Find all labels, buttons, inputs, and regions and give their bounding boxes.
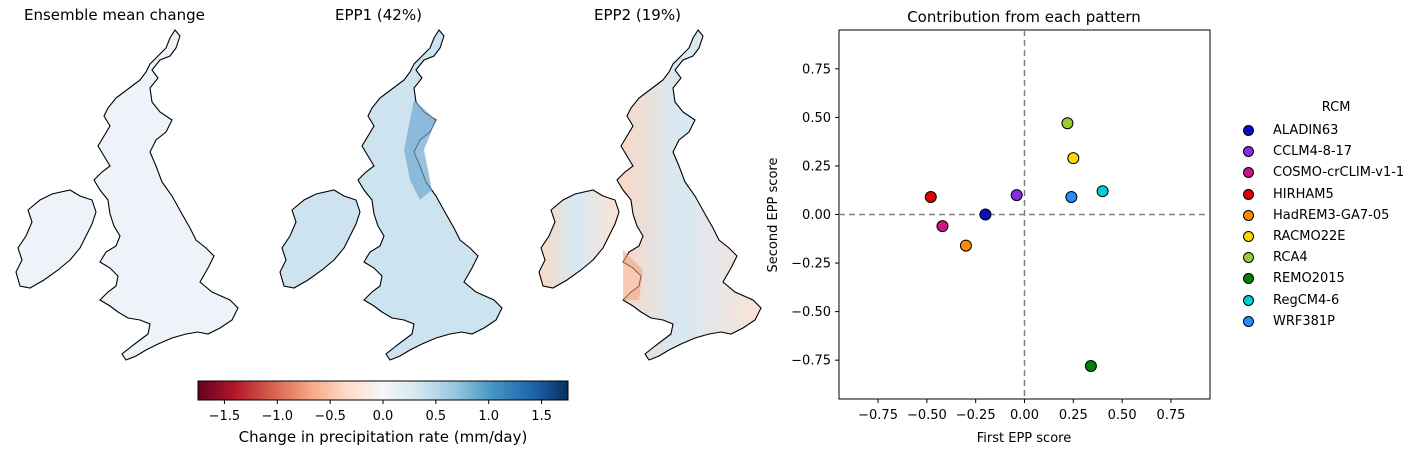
- x-axis-label: First EPP score: [977, 431, 1071, 446]
- legend-label: ALADIN63: [1273, 123, 1339, 139]
- legend: RCM ALADIN63 CCLM4-8-17 COSMO-crCLIM-v1-1 H…: [1238, 100, 1404, 332]
- legend-title: RCM: [1321, 100, 1351, 115]
- map-panel: [15, 29, 239, 361]
- x-tick-label: −0.75: [858, 408, 898, 423]
- legend-label: RegCM4-6: [1273, 292, 1340, 308]
- map-panel: [279, 29, 503, 361]
- scatter-point: [1061, 117, 1074, 130]
- legend-item: HIRHAM5: [1238, 184, 1404, 205]
- precipitation-maps: [15, 29, 762, 361]
- scatter-point: [1065, 191, 1078, 204]
- legend-marker: [1243, 209, 1254, 221]
- legend-marker: [1243, 273, 1254, 285]
- map-panel: [538, 29, 762, 361]
- legend-label: REMO2015: [1273, 271, 1345, 287]
- legend-label: HIRHAM5: [1273, 186, 1334, 202]
- great-britain-outline: [93, 29, 239, 361]
- colorbar-label: Change in precipitation rate (mm/day): [239, 428, 528, 446]
- ireland-outline: [538, 189, 620, 289]
- legend-item: ALADIN63: [1238, 120, 1404, 141]
- y-tick-label: −0.50: [791, 305, 831, 320]
- colorbar-tick-label: −0.5: [314, 409, 346, 424]
- legend-label: RACMO22E: [1273, 229, 1346, 245]
- map-wet-region: [404, 100, 436, 200]
- ireland-outline: [279, 189, 361, 289]
- map-title-epp1: EPP1 (42%): [335, 6, 422, 24]
- y-tick-label: 0.50: [802, 111, 831, 126]
- legend-marker: [1243, 252, 1254, 264]
- colorbar-tick-label: 0.0: [373, 409, 394, 424]
- colorbar-tick-label: −1.0: [261, 409, 293, 424]
- colorbar-tick-label: 1.5: [531, 409, 552, 424]
- legend-label: WRF381P: [1273, 313, 1336, 329]
- scatter-title: Contribution from each pattern: [907, 8, 1141, 26]
- legend-marker: [1243, 315, 1254, 327]
- x-tick-label: 0.50: [1108, 408, 1137, 423]
- legend-item: REMO2015: [1238, 268, 1404, 289]
- y-axis-label: Second EPP score: [766, 158, 781, 273]
- great-britain-outline: [616, 29, 762, 361]
- map-title-epp2: EPP2 (19%): [594, 6, 681, 24]
- map-title-ensemble: Ensemble mean change: [24, 6, 205, 24]
- legend-item: RCA4: [1238, 247, 1404, 268]
- legend-label: HadREM3-GA7-05: [1273, 207, 1390, 223]
- legend-label: RCA4: [1273, 250, 1308, 266]
- y-tick-label: −0.75: [791, 354, 831, 369]
- x-tick-label: 0.25: [1059, 408, 1088, 423]
- colorbar-tick-label: −1.5: [209, 409, 241, 424]
- y-tick-label: 0.25: [802, 159, 831, 174]
- y-tick-label: 0.75: [802, 62, 831, 77]
- legend-label: CCLM4-8-17: [1273, 144, 1353, 160]
- x-tick-label: −0.25: [956, 408, 996, 423]
- scatter-point: [1096, 185, 1109, 198]
- legend-item: CCLM4-8-17: [1238, 141, 1404, 162]
- x-tick-label: 0.00: [1010, 408, 1039, 423]
- ireland-outline: [15, 189, 97, 289]
- legend-marker: [1243, 294, 1254, 306]
- scatter-point: [979, 208, 992, 221]
- map-dry-region: [623, 250, 643, 300]
- y-tick-label: 0.00: [802, 208, 831, 223]
- colorbar-tick-label: 1.0: [478, 409, 499, 424]
- legend-marker: [1243, 231, 1254, 243]
- scatter-point: [924, 191, 937, 204]
- legend-label: COSMO-crCLIM-v1-1: [1273, 165, 1405, 181]
- legend-marker: [1243, 188, 1254, 200]
- legend-item: RegCM4-6: [1238, 290, 1404, 311]
- scatter-point: [1084, 359, 1097, 372]
- legend-item: WRF381P: [1238, 311, 1404, 332]
- legend-marker: [1243, 125, 1254, 137]
- legend-item: HadREM3-GA7-05: [1238, 205, 1404, 226]
- scatter-point: [936, 220, 949, 233]
- scatter-point: [1067, 152, 1080, 165]
- colorbar: −1.5 −1.0 −0.5 0.0 0.5 1.0 1.5 Change in preci…: [197, 380, 569, 446]
- legend-item: RACMO22E: [1238, 226, 1404, 247]
- legend-item: COSMO-crCLIM-v1-1: [1238, 162, 1404, 183]
- legend-marker: [1243, 167, 1254, 179]
- y-tick-label: −0.25: [791, 257, 831, 272]
- scatter-point: [959, 239, 972, 252]
- colorbar-tick-label: 0.5: [426, 409, 447, 424]
- scatter-point: [1010, 189, 1023, 202]
- legend-marker: [1243, 146, 1254, 158]
- x-tick-label: −0.50: [907, 408, 947, 423]
- x-tick-label: 0.75: [1156, 408, 1185, 423]
